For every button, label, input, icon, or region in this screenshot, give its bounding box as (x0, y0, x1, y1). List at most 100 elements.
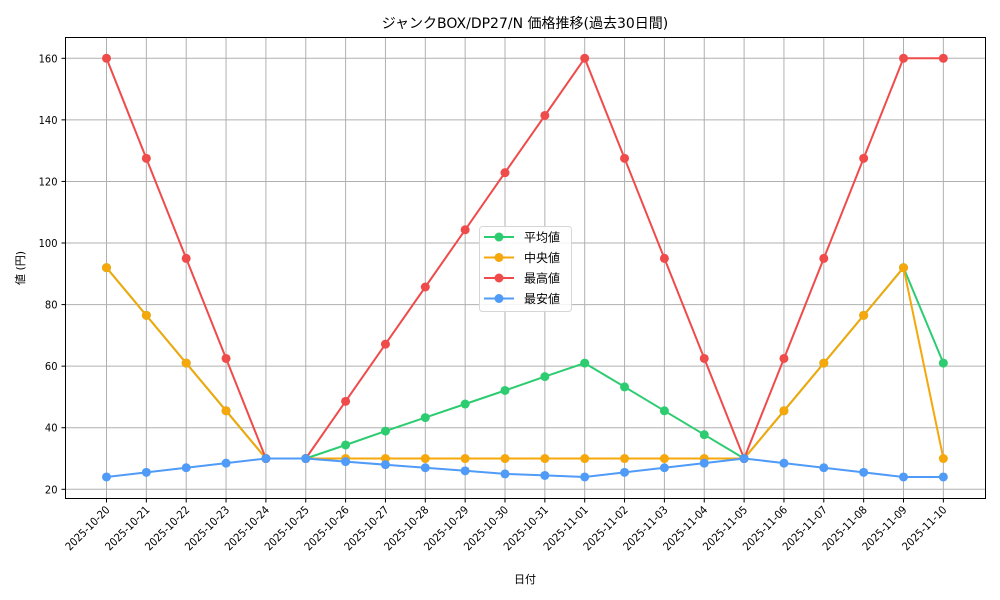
data-point (500, 454, 510, 464)
y-tick-label: 140 (39, 114, 58, 127)
y-axis: 20 40 60 80 100 120 140 160 (39, 52, 66, 496)
x-axis-label: 日付 (514, 573, 536, 586)
data-point (580, 454, 590, 464)
data-point (659, 454, 669, 464)
data-point (500, 469, 510, 479)
data-point (460, 466, 470, 476)
data-point (938, 358, 948, 368)
data-point (899, 472, 908, 482)
x-axis: 2025-10-202025-10-212025-10-222025-10-23… (63, 498, 949, 553)
data-point (460, 454, 470, 464)
data-point (620, 153, 630, 163)
data-point (899, 53, 908, 63)
data-point (500, 385, 510, 395)
data-point (141, 310, 151, 320)
data-point (699, 430, 709, 440)
data-point (899, 263, 908, 273)
data-point (102, 263, 111, 273)
data-point (580, 358, 590, 368)
grid-lines (65, 37, 986, 499)
legend-marker-icon (494, 273, 504, 283)
data-point (540, 454, 550, 464)
data-point (500, 168, 510, 178)
y-tick-label: 60 (45, 360, 58, 373)
data-point (938, 472, 948, 482)
data-point (181, 253, 191, 263)
data-point (460, 225, 470, 235)
data-point (620, 382, 630, 392)
legend-item: 平均値 (484, 230, 560, 245)
data-point (580, 53, 590, 63)
data-point (859, 467, 869, 477)
series-line (105, 57, 944, 460)
data-point (540, 110, 550, 120)
y-tick-label: 100 (39, 237, 58, 250)
plot-frame (65, 37, 986, 499)
data-point (620, 454, 630, 464)
data-point (540, 470, 550, 480)
data-point (699, 353, 709, 363)
data-point (659, 463, 669, 473)
data-point (380, 426, 390, 436)
data-point (580, 472, 590, 482)
data-point (380, 460, 390, 470)
data-point (739, 454, 749, 464)
legend-box (479, 226, 572, 312)
data-point (261, 454, 271, 464)
data-point (221, 458, 231, 468)
data-point (341, 396, 351, 406)
data-point (341, 440, 351, 450)
series-4 (102, 454, 948, 482)
data-point (420, 282, 430, 292)
data-point (859, 153, 869, 163)
data-point (779, 406, 789, 416)
y-tick-label: 20 (45, 483, 58, 496)
data-point (141, 153, 151, 163)
legend-label: 平均値 (524, 230, 560, 245)
data-point (341, 457, 351, 467)
legend-label: 最高値 (524, 271, 560, 286)
data-point (699, 458, 709, 468)
data-point (659, 406, 669, 416)
series-layer (102, 53, 948, 482)
series-line (106, 457, 944, 478)
data-point (420, 454, 430, 464)
data-point (420, 413, 430, 423)
data-point (141, 467, 151, 477)
data-point (938, 53, 948, 63)
data-point (221, 353, 231, 363)
data-point (659, 253, 669, 263)
data-point (819, 253, 829, 263)
legend-item: 最安値 (484, 291, 560, 306)
data-point (779, 353, 789, 363)
data-point (181, 463, 191, 473)
legend-item: 最高値 (484, 271, 560, 286)
y-tick-label: 80 (45, 299, 58, 312)
data-point (380, 454, 390, 464)
data-point (819, 358, 829, 368)
data-point (102, 53, 111, 63)
legend-marker-icon (494, 294, 504, 303)
series-3 (102, 53, 948, 464)
series-line (105, 266, 945, 460)
y-tick-label: 40 (45, 422, 58, 435)
data-point (460, 399, 470, 409)
y-axis-label: 値 (円) (14, 251, 27, 285)
data-point (420, 463, 430, 473)
legend-marker-icon (494, 253, 504, 262)
data-point (819, 463, 829, 473)
data-point (181, 358, 191, 368)
legend-item: 中央値 (484, 250, 560, 265)
legend-label: 中央値 (524, 250, 560, 265)
data-point (221, 406, 231, 416)
data-point (620, 467, 630, 477)
y-tick-label: 160 (39, 52, 58, 65)
legend-label: 最安値 (524, 291, 560, 306)
legend-marker-icon (494, 232, 504, 242)
data-point (380, 339, 390, 349)
data-point (859, 310, 869, 320)
data-point (938, 454, 948, 464)
data-point (301, 454, 311, 464)
